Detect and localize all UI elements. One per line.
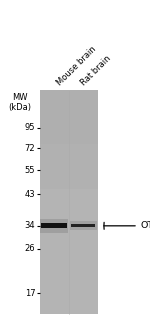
Text: 17: 17: [25, 289, 35, 298]
Bar: [40, 250, 98, 253]
Bar: [40, 149, 98, 152]
Bar: [40, 163, 98, 166]
Bar: [40, 180, 98, 183]
Bar: [40, 135, 98, 138]
Text: 72: 72: [25, 144, 35, 153]
Bar: [40, 146, 98, 149]
Bar: [40, 107, 98, 110]
Bar: [40, 208, 98, 211]
Bar: [40, 289, 98, 292]
Bar: [40, 177, 98, 180]
Bar: [40, 214, 98, 216]
Bar: [40, 252, 98, 256]
Bar: [40, 205, 98, 208]
Text: Rat brain: Rat brain: [79, 54, 112, 87]
Bar: [70, 222, 97, 230]
Bar: [41, 223, 67, 228]
Bar: [40, 96, 98, 99]
Bar: [40, 280, 98, 284]
Bar: [40, 247, 98, 250]
Bar: [40, 236, 98, 239]
Bar: [40, 264, 98, 267]
Bar: [40, 191, 98, 194]
Bar: [40, 311, 98, 314]
Text: Mouse brain: Mouse brain: [55, 44, 98, 87]
Bar: [40, 185, 98, 189]
Bar: [40, 219, 98, 222]
Bar: [40, 272, 98, 275]
Bar: [40, 104, 98, 108]
Bar: [40, 144, 98, 147]
Bar: [40, 225, 98, 228]
Bar: [40, 152, 98, 155]
Bar: [40, 99, 98, 102]
Bar: [40, 261, 98, 264]
Bar: [40, 160, 98, 163]
Bar: [40, 219, 68, 233]
Bar: [40, 155, 98, 158]
Bar: [40, 157, 98, 161]
Bar: [40, 91, 98, 314]
Text: MW
(kDa): MW (kDa): [8, 93, 31, 112]
Bar: [40, 174, 98, 177]
Bar: [40, 238, 98, 242]
Bar: [40, 197, 98, 200]
Bar: [40, 233, 98, 236]
Bar: [40, 308, 98, 311]
Bar: [40, 202, 98, 205]
Bar: [40, 169, 98, 172]
Bar: [40, 283, 98, 286]
Bar: [40, 292, 98, 295]
Bar: [40, 266, 98, 270]
Bar: [40, 138, 98, 141]
Text: 43: 43: [25, 190, 35, 199]
Bar: [40, 297, 98, 300]
Bar: [40, 216, 98, 219]
Bar: [40, 275, 98, 278]
Bar: [40, 166, 98, 169]
Bar: [40, 241, 98, 244]
Bar: [40, 286, 98, 289]
Bar: [40, 306, 98, 309]
Bar: [40, 124, 98, 127]
Bar: [40, 255, 98, 259]
Bar: [40, 230, 98, 233]
Bar: [40, 102, 98, 105]
Bar: [40, 183, 98, 186]
Text: OTUB1: OTUB1: [140, 221, 150, 230]
Bar: [40, 188, 98, 191]
Text: 34: 34: [25, 221, 35, 230]
Bar: [40, 303, 98, 306]
Bar: [40, 127, 98, 130]
Bar: [40, 116, 98, 119]
Bar: [40, 113, 98, 116]
Bar: [40, 244, 98, 247]
Bar: [40, 93, 98, 96]
Bar: [40, 141, 98, 144]
Bar: [40, 194, 98, 197]
Text: 26: 26: [25, 244, 35, 253]
Bar: [40, 110, 98, 113]
Bar: [40, 258, 98, 261]
Bar: [40, 300, 98, 303]
Bar: [71, 224, 95, 227]
Bar: [40, 132, 98, 135]
Bar: [40, 121, 98, 124]
Text: 55: 55: [25, 166, 35, 175]
Bar: [40, 118, 98, 122]
Bar: [40, 199, 98, 202]
Bar: [40, 90, 98, 94]
Bar: [40, 130, 98, 133]
Bar: [40, 269, 98, 272]
Bar: [40, 211, 98, 214]
Bar: [40, 171, 98, 175]
Text: 95: 95: [25, 123, 35, 133]
Bar: [40, 227, 98, 230]
Bar: [40, 278, 98, 281]
Bar: [40, 222, 98, 225]
Bar: [40, 295, 98, 297]
